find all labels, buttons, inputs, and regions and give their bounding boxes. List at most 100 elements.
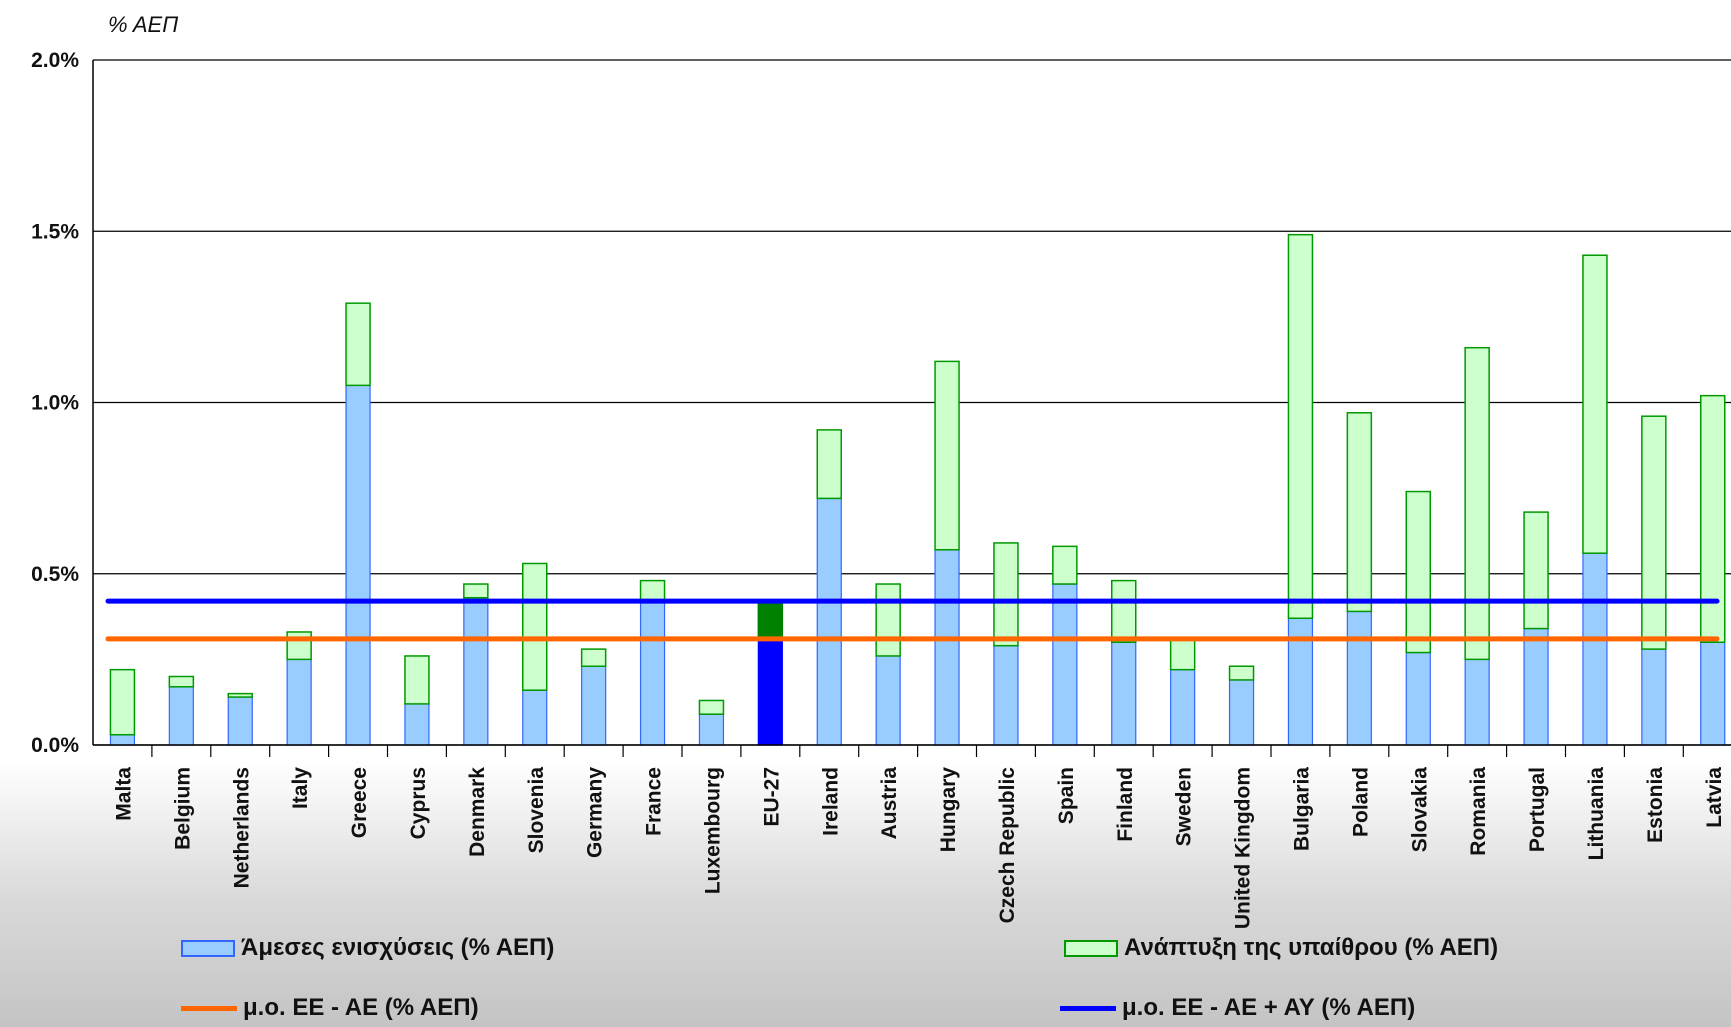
- x-tick-label: Denmark: [466, 767, 489, 857]
- x-tick-label: Netherlands: [230, 767, 253, 888]
- x-tick-label: Latvia: [1703, 767, 1726, 828]
- x-tick-label: Germany: [584, 767, 607, 858]
- bar-direct-payments: [1111, 641, 1137, 746]
- x-tick-label: Finland: [1114, 767, 1137, 842]
- bar-direct-payments: [168, 686, 194, 746]
- bar-direct-payments: [522, 689, 548, 746]
- bar-rural-development: [345, 302, 371, 387]
- bar-direct-payments: [286, 658, 312, 746]
- x-tick-label: Spain: [1055, 767, 1078, 824]
- legend-label-avg-ae: μ.ο. ΕΕ - ΑΕ (% ΑΕΠ): [243, 994, 479, 1021]
- bar-direct-payments: [1700, 641, 1726, 746]
- bar-rural-development: [816, 429, 842, 500]
- legend-swatch-direct: [181, 939, 235, 957]
- bar-direct-payments: [1052, 583, 1078, 746]
- legend-label-direct: Άμεσες ενισχύσεις (% ΑΕΠ): [241, 934, 555, 961]
- x-tick-label: EU-27: [760, 767, 783, 827]
- bar-direct-payments: [1346, 610, 1372, 746]
- bar-rural-development: [580, 648, 607, 667]
- bar-rural-development: [639, 579, 666, 602]
- y-tick-label: 0.5%: [31, 563, 79, 586]
- x-tick-label: Lithuania: [1585, 767, 1608, 861]
- x-tick-label: Czech Republic: [996, 767, 1019, 924]
- bar-rural-development: [1169, 638, 1196, 671]
- bar-rural-development: [934, 360, 960, 551]
- x-tick-label: Hungary: [937, 767, 960, 853]
- legend-line-avg-ae: [181, 1005, 237, 1011]
- x-tick-label: Belgium: [171, 767, 194, 850]
- x-tick-label: Cyprus: [407, 767, 430, 839]
- bar-rural-development: [1111, 579, 1137, 643]
- bars-layer: [109, 233, 1726, 746]
- bar-rural-development: [109, 668, 136, 736]
- x-tick-label: Bulgaria: [1290, 767, 1313, 851]
- x-tick-label: Estonia: [1644, 767, 1667, 843]
- x-tick-label: United Kingdom: [1232, 767, 1255, 929]
- bar-rural-development: [286, 631, 312, 661]
- bar-rural-development: [1228, 665, 1255, 681]
- reference-lines-layer: [105, 598, 1720, 642]
- bar-rural-development: [1405, 490, 1431, 654]
- bar-direct-payments: [757, 638, 783, 746]
- bar-rural-development: [1346, 412, 1373, 613]
- axis-layer: 0.0% 0.5% 1.0% 1.5% 2.0% Malta Belgium Netherla…: [31, 49, 1731, 929]
- bar-direct-payments: [581, 665, 607, 746]
- bar-rural-development: [875, 583, 901, 657]
- x-tick-label: Slovakia: [1408, 767, 1431, 853]
- x-tick-label: Ireland: [819, 767, 842, 836]
- bar-rural-development: [993, 542, 1019, 647]
- bar-rural-development: [463, 583, 489, 599]
- bar-direct-payments: [875, 655, 901, 746]
- legend-line-avg-ae-ay: [1060, 1005, 1116, 1011]
- y-tick-label: 1.5%: [31, 220, 79, 243]
- bar-direct-payments: [404, 703, 430, 746]
- bar-rural-development: [1641, 415, 1667, 650]
- legend-label-avg-ae-ay: μ.ο. ΕΕ - ΑΕ + ΑΥ (% ΑΕΠ): [1122, 994, 1416, 1021]
- x-tick-label: Portugal: [1526, 767, 1549, 852]
- x-tick-label: France: [643, 767, 666, 836]
- y-tick-label: 2.0%: [31, 49, 79, 72]
- y-tick-label: 1.0%: [31, 392, 79, 415]
- bar-direct-payments: [1464, 658, 1490, 746]
- bar-rural-development: [404, 655, 430, 705]
- x-tick-label: Poland: [1349, 767, 1372, 837]
- bar-direct-payments: [227, 696, 253, 746]
- bar-direct-payments: [639, 600, 666, 746]
- legend-avg-ae: μ.ο. ΕΕ - ΑΕ (% ΑΕΠ): [181, 994, 479, 1022]
- x-tick-label: Greece: [348, 767, 371, 838]
- bar-direct-payments: [934, 549, 960, 746]
- bar-rural-development: [168, 675, 195, 688]
- bar-direct-payments: [463, 597, 489, 746]
- bar-direct-payments: [1170, 669, 1196, 746]
- bar-rural-development: [1464, 346, 1490, 661]
- x-tick-label: Sweden: [1173, 767, 1196, 846]
- x-tick-label: Slovenia: [525, 767, 548, 854]
- legend-avg-ae-ay: μ.ο. ΕΕ - ΑΕ + ΑΥ (% ΑΕΠ): [1060, 994, 1415, 1022]
- legend-direct-payments: Άμεσες ενισχύσεις (% ΑΕΠ): [181, 934, 554, 962]
- bar-direct-payments: [1405, 651, 1431, 746]
- x-tick-label: Malta: [112, 767, 135, 821]
- bar-direct-payments: [1228, 679, 1255, 746]
- bar-direct-payments: [698, 713, 725, 746]
- bar-direct-payments: [1582, 552, 1608, 746]
- bar-rural-development: [698, 699, 725, 715]
- x-tick-label: Romania: [1467, 767, 1490, 856]
- bar-rural-development: [1052, 545, 1078, 585]
- x-tick-label: Italy: [289, 767, 312, 809]
- bar-direct-payments: [345, 384, 371, 746]
- bar-rural-development: [1700, 394, 1726, 643]
- bar-direct-payments: [1523, 627, 1549, 746]
- bar-rural-development: [227, 692, 253, 698]
- y-tick-label: 0.0%: [31, 734, 79, 757]
- bar-rural-development: [1582, 254, 1608, 554]
- bar-direct-payments: [816, 497, 842, 746]
- legend-swatch-rural: [1064, 939, 1118, 957]
- bar-rural-development: [757, 600, 784, 640]
- bar-rural-development: [1523, 511, 1549, 630]
- x-tick-label: Austria: [878, 767, 901, 840]
- legend-label-rural: Ανάπτυξη της υπαίθρου (% ΑΕΠ): [1124, 934, 1499, 961]
- x-tick-label: Luxembourg: [701, 767, 724, 894]
- bar-rural-development: [1287, 233, 1314, 620]
- legend-rural-development: Ανάπτυξη της υπαίθρου (% ΑΕΠ): [1064, 934, 1498, 962]
